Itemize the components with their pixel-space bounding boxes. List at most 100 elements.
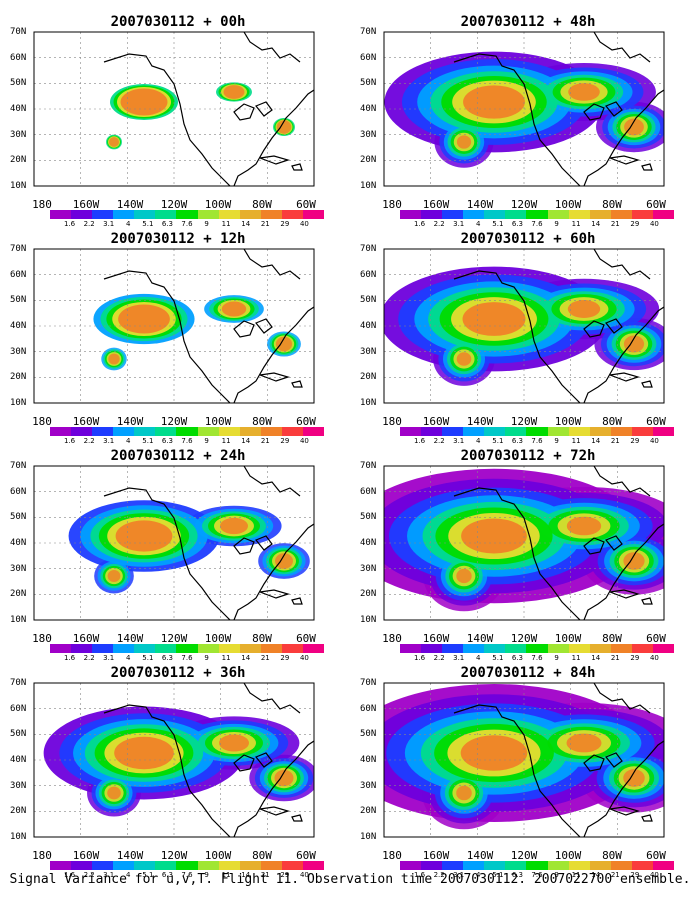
map-panel: 2007030112 + 36h 180 160W 140W 120W 100W 80W 60… — [8, 659, 348, 881]
coastline — [609, 372, 653, 388]
variance-map — [33, 465, 315, 621]
colorbar-label: 5.1 — [492, 654, 504, 662]
colorbar-swatch — [421, 210, 443, 219]
colorbar-label: 7.6 — [531, 654, 543, 662]
latitude-label: 30N — [10, 129, 27, 140]
longitude-label: 180 — [32, 198, 52, 211]
colorbar-swatch — [505, 210, 527, 219]
colorbar-swatch — [71, 210, 93, 219]
longitude-label: 180 — [32, 849, 52, 862]
coastline — [233, 318, 273, 338]
colorbar-swatch — [281, 861, 303, 870]
colorbar-label: 11 — [221, 220, 231, 228]
latitude-label: 30N — [10, 563, 27, 574]
colorbar-label: 14 — [591, 654, 601, 662]
colorbar-label: 9 — [204, 871, 209, 879]
latitude-label: 60N — [10, 486, 27, 497]
longitude-label: 100W — [554, 415, 582, 428]
colorbar-swatch — [302, 427, 325, 436]
latitude-label: 70N — [360, 27, 377, 37]
colorbar-swatch — [260, 644, 282, 653]
longitude-label: 160W — [72, 632, 100, 645]
longitude-label: 120W — [510, 849, 538, 862]
latitude-label: 50N — [360, 729, 377, 740]
colorbar-swatch — [71, 427, 93, 436]
panel-title: 2007030112 + 00h — [110, 14, 246, 30]
colorbar-swatch — [113, 644, 135, 653]
variance-map — [33, 682, 315, 838]
coastline — [103, 683, 314, 837]
longitude-label: 180 — [32, 415, 52, 428]
latitude-label: 20N — [10, 372, 27, 383]
latitude-label: 10N — [10, 832, 27, 842]
colorbar-swatch — [484, 427, 506, 436]
longitude-label: 180 — [382, 415, 402, 428]
colorbar-swatch — [260, 210, 282, 219]
latitude-label: 30N — [360, 563, 377, 574]
panel-title: 2007030112 + 84h — [460, 665, 596, 681]
colorbar-swatch — [71, 861, 93, 870]
colorbar-label: 11 — [571, 871, 581, 879]
longitude-label: 60W — [296, 849, 316, 862]
colorbar-swatch — [302, 861, 325, 870]
colorbar-label: 11 — [221, 871, 231, 879]
colorbar-swatch — [218, 861, 240, 870]
colorbar-label: 9 — [204, 220, 209, 228]
colorbar — [400, 861, 675, 870]
variance-contour — [107, 569, 121, 583]
latitude-label: 10N — [10, 181, 27, 191]
colorbar — [50, 861, 325, 870]
longitude-label: 100W — [554, 849, 582, 862]
latitude-label: 60N — [360, 52, 377, 63]
colorbar-swatch — [463, 861, 485, 870]
longitude-label: 120W — [160, 198, 188, 211]
colorbar-label: 1.6 — [63, 220, 76, 228]
panel-title: 2007030112 + 36h — [110, 665, 246, 681]
longitude-label: 80W — [602, 415, 622, 428]
colorbar-swatch — [113, 861, 135, 870]
colorbar-label: 5.1 — [142, 220, 154, 228]
colorbar-swatch — [631, 210, 653, 219]
colorbar-label: 40 — [299, 654, 309, 662]
coastline — [233, 535, 273, 555]
colorbar-label: 21 — [610, 871, 620, 879]
colorbar-label: 29 — [280, 437, 290, 445]
colorbar-label: 6.3 — [511, 220, 523, 228]
latitude-label: 70N — [360, 678, 377, 688]
colorbar-swatch — [652, 861, 675, 870]
longitude-label: 120W — [160, 849, 188, 862]
longitude-label: 140W — [466, 198, 494, 211]
latitude-label: 20N — [360, 372, 377, 383]
longitude-label: 140W — [466, 415, 494, 428]
colorbar-swatch — [484, 861, 506, 870]
variance-contour — [115, 520, 173, 552]
latitude-label: 10N — [360, 181, 377, 191]
variance-contour — [114, 736, 174, 770]
variance-map — [383, 248, 665, 404]
variance-contour — [223, 85, 245, 99]
colorbar-label: 40 — [299, 871, 309, 879]
variance-contour — [566, 733, 602, 753]
variance-contour — [221, 301, 247, 317]
longitude-label: 60W — [296, 198, 316, 211]
variance-contour — [275, 336, 293, 352]
variance-map — [383, 31, 665, 187]
longitude-label: 140W — [116, 415, 144, 428]
colorbar-swatch — [589, 210, 611, 219]
colorbar-label: 5.1 — [492, 220, 504, 228]
colorbar-swatch — [568, 210, 590, 219]
colorbar-label: 6.3 — [511, 871, 523, 879]
longitude-label: 80W — [252, 198, 272, 211]
latitude-label: 30N — [360, 129, 377, 140]
colorbar-swatch — [484, 210, 506, 219]
colorbar-swatch — [442, 210, 464, 219]
colorbar-label: 3.1 — [453, 220, 465, 228]
variance-contour — [276, 120, 292, 134]
coastline — [609, 589, 653, 605]
colorbar-swatch — [484, 644, 506, 653]
colorbar-label: 4 — [476, 654, 481, 662]
colorbar-label: 14 — [241, 220, 251, 228]
colorbar-label: 21 — [610, 437, 620, 445]
variance-map — [33, 248, 315, 404]
panel-title: 2007030112 + 24h — [110, 448, 246, 464]
